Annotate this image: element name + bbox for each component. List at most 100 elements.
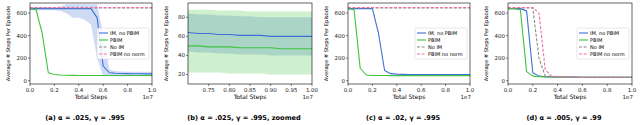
plot-area [30, 4, 152, 76]
error-band [30, 4, 152, 76]
panel: 02004006000.00.20.40.60.81.0Total StepsA… [483, 3, 637, 122]
legend-swatch [99, 39, 108, 40]
series-line [30, 9, 152, 74]
plot-area [508, 8, 632, 78]
legend-swatch [579, 32, 588, 33]
plot-frame [348, 3, 470, 84]
x-tick-label: 1.0 [628, 87, 637, 93]
y-tick-label: 0 [342, 78, 346, 84]
y-tick [346, 58, 348, 59]
x-tick-label: 0.2 [368, 87, 377, 93]
legend-swatch [99, 32, 108, 33]
y-tick [346, 13, 348, 14]
x-tick-label: 0.2 [50, 87, 59, 93]
x-tick [229, 84, 230, 86]
y-tick [506, 80, 508, 81]
series-line [508, 8, 632, 77]
y-tick [186, 17, 188, 18]
legend-swatch [417, 39, 426, 40]
offset-label: 1e7 [623, 94, 634, 100]
plot-frame [30, 3, 152, 84]
plot-area [188, 10, 312, 75]
y-tick-label: 40 [178, 52, 185, 58]
x-tick [532, 84, 533, 86]
legend-label: IM, no PBIM [110, 30, 139, 36]
panel: 02004006000.00.20.40.60.81.0Total StepsA… [323, 3, 475, 122]
series-line [188, 33, 312, 37]
x-tick [632, 84, 633, 86]
x-axis-label: Total Steps [233, 93, 267, 101]
plot-frame [188, 3, 312, 84]
x-axis-label: Total Steps [553, 93, 587, 101]
y-tick-label: 600 [17, 10, 28, 16]
y-tick-label: 0 [24, 78, 28, 84]
series-line [348, 9, 470, 75]
legend-label: PBIM no norm [110, 51, 145, 57]
x-tick [127, 84, 128, 86]
x-tick [291, 84, 292, 86]
y-tick [186, 36, 188, 37]
x-tick [103, 84, 104, 86]
legend-box [415, 28, 467, 59]
y-axis-label: Average # Steps Per Episode [163, 6, 170, 81]
x-axis-label: Total Steps [392, 93, 426, 101]
x-tick [30, 84, 31, 86]
x-tick-label: 0.0 [26, 87, 35, 93]
legend: IM, no PBIMPBIMNo IMPBIM no norm [415, 28, 467, 59]
series-line [30, 8, 152, 9]
y-tick-label: 200 [495, 55, 506, 61]
x-tick [396, 84, 397, 86]
y-tick [186, 55, 188, 56]
y-tick-label: 20 [178, 71, 185, 77]
x-tick [445, 84, 446, 86]
y-tick-label: 200 [17, 55, 28, 61]
series-line [508, 9, 632, 78]
series-line [348, 7, 470, 8]
y-tick [186, 74, 188, 75]
legend-label: IM, no PBIM [590, 30, 619, 36]
legend-label: IM, no PBIM [428, 30, 457, 36]
y-tick-label: 600 [335, 10, 346, 16]
panel-caption: (d) α = .005, γ = .99 [526, 114, 601, 122]
legend-label: PBIM [428, 37, 440, 43]
series-line [348, 9, 470, 76]
legend-label: PBIM [110, 37, 122, 43]
y-tick [28, 35, 30, 36]
x-tick [557, 84, 558, 86]
legend-box [577, 28, 629, 59]
offset-label: 1e7 [303, 94, 314, 100]
x-tick-label: 0.95 [285, 87, 298, 93]
legend-swatch [579, 39, 588, 40]
x-tick-label: 1.00 [306, 87, 319, 93]
x-tick [208, 84, 209, 86]
y-axis-label: Average # Steps Per Episode [483, 6, 490, 81]
x-tick [78, 84, 79, 86]
series-line [508, 9, 632, 78]
x-tick [152, 84, 153, 86]
y-axis-label: Average # Steps Per Episode [323, 6, 330, 81]
legend-swatch [417, 53, 426, 54]
series-line [188, 46, 312, 49]
y-tick [28, 13, 30, 14]
legend: IM, no PBIMPBIMNo IMPBIM no norm [97, 28, 149, 59]
legend-label: PBIM no norm [428, 51, 463, 57]
y-tick-label: 400 [495, 33, 506, 39]
legend-label: PBIM no norm [590, 51, 625, 57]
legend-label: No IM [428, 44, 442, 50]
y-tick [28, 58, 30, 59]
x-tick [312, 84, 313, 86]
panel-caption: (c) α = .02, γ = .995 [366, 114, 441, 122]
y-tick-label: 80 [178, 14, 185, 20]
x-tick [607, 84, 608, 86]
y-axis-label: Average # Steps Per Episode [5, 6, 12, 81]
x-tick-label: 0.8 [441, 87, 450, 93]
legend-swatch [579, 46, 588, 47]
offset-label: 1e7 [143, 94, 154, 100]
series-line [30, 9, 152, 76]
legend-label: No IM [590, 44, 604, 50]
series-line [508, 8, 632, 78]
x-tick [421, 84, 422, 86]
legend: IM, no PBIMPBIMNo IMPBIM no norm [577, 28, 629, 59]
x-tick-label: 0.90 [265, 87, 278, 93]
y-tick [28, 80, 30, 81]
